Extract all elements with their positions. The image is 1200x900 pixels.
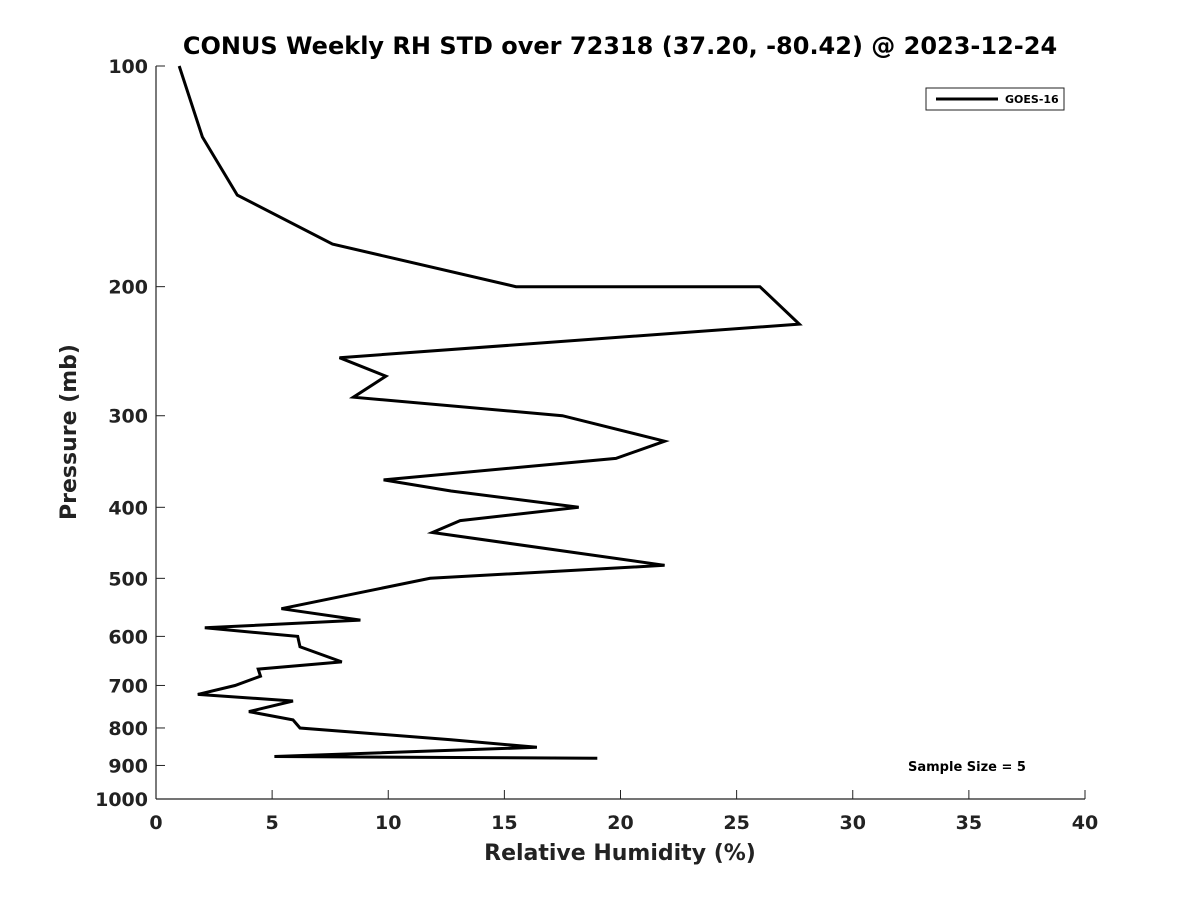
x-tick-label: 35 [956, 812, 982, 834]
x-ticks: 0 5 10 15 20 25 30 35 40 [149, 790, 1098, 834]
y-tick-label: 900 [108, 755, 148, 777]
x-tick-label: 20 [607, 812, 633, 834]
y-tick-label: 700 [108, 675, 148, 697]
y-tick-label: 800 [108, 718, 148, 740]
y-ticks: 100 200 300 400 500 600 700 800 900 1000 [95, 56, 165, 811]
y-tick-label: 100 [108, 56, 148, 78]
y-tick-label: 1000 [95, 789, 148, 811]
legend: GOES-16 [925, 87, 1065, 111]
x-tick-label: 25 [723, 812, 749, 834]
axes [155, 66, 1085, 800]
chart-title: CONUS Weekly RH STD over 72318 (37.20, -… [183, 32, 1057, 60]
x-axis-label: Relative Humidity (%) [484, 841, 756, 866]
y-tick-label: 300 [108, 406, 148, 428]
y-tick-label: 200 [108, 277, 148, 299]
x-tick-label: 5 [266, 812, 279, 834]
series-layer [177, 65, 803, 760]
x-tick-label: 10 [375, 812, 401, 834]
y-tick-label: 600 [108, 626, 148, 648]
sample-size-annotation: Sample Size = 5 [908, 760, 1026, 775]
x-tick-label: 15 [491, 812, 517, 834]
y-tick-label: 400 [108, 497, 148, 519]
x-tick-label: 40 [1072, 812, 1098, 834]
y-axis-label: Pressure (mb) [57, 344, 82, 520]
x-tick-label: 30 [840, 812, 866, 834]
legend-label: GOES-16 [1005, 93, 1059, 106]
x-tick-label: 0 [149, 812, 162, 834]
y-tick-label: 500 [108, 568, 148, 590]
series-line-goes-16 [177, 65, 803, 760]
